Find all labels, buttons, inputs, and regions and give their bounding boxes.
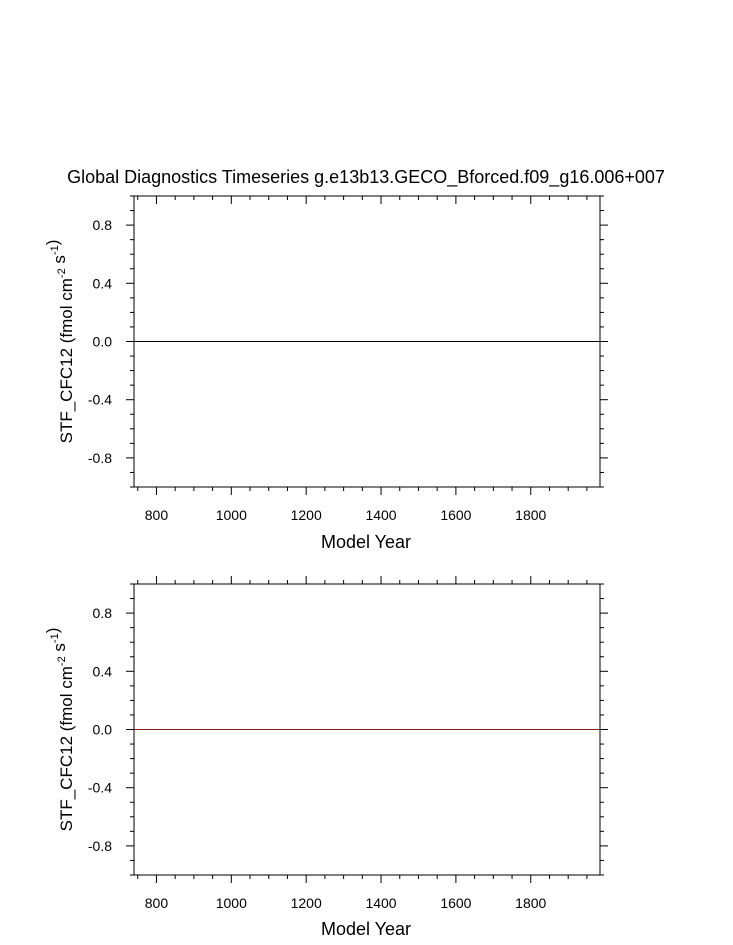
x-tick-label: 1200: [291, 507, 322, 523]
y-axis-label-part: s: [50, 255, 69, 268]
chart-panel-top: 800 1000 1200 1400 1600 1800 0.8 0.4 0.0 -0.4 -0.8…: [43, 195, 608, 552]
y-axis-label-part: ): [43, 628, 62, 634]
y-tick-label: -0.4: [88, 780, 112, 796]
x-tick-label: 1200: [291, 895, 322, 911]
y-axis-label-superscript: -1: [49, 633, 61, 643]
x-tick-label: 800: [145, 895, 169, 911]
x-tick-label: 800: [145, 507, 169, 523]
y-tick-label: 0.0: [93, 334, 113, 350]
x-tick-label: 1600: [440, 895, 471, 911]
y-axis-label-superscript: -2: [56, 656, 68, 666]
x-tick-label: 1400: [365, 507, 396, 523]
x-tick-label: 1000: [216, 507, 247, 523]
y-axis-label-part: STF_CFC12 (fmol cm: [57, 278, 76, 443]
y-axis-label-part: s: [50, 643, 69, 656]
y-tick-label: 0.4: [93, 275, 113, 291]
y-tick-label: -0.8: [88, 450, 112, 466]
x-tick-label: 1600: [440, 507, 471, 523]
y-axis-label-part: ): [43, 240, 62, 246]
y-axis-label: STF_CFC12 (fmol cm-2 s-1): [43, 240, 76, 444]
x-axis-label: Model Year: [321, 532, 411, 552]
y-axis-label: STF_CFC12 (fmol cm-2 s-1): [43, 628, 76, 832]
x-tick-label: 1400: [365, 895, 396, 911]
x-tick-label: 1800: [515, 895, 546, 911]
y-tick-label: 0.0: [93, 722, 113, 738]
y-tick-label: 0.8: [93, 605, 113, 621]
figure-title: Global Diagnostics Timeseries g.e13b13.G…: [67, 167, 665, 188]
x-axis-label: Model Year: [321, 919, 411, 939]
y-axis-label-superscript: -1: [49, 245, 61, 255]
x-tick-label: 1000: [216, 895, 247, 911]
x-tick-label: 1800: [515, 507, 546, 523]
y-tick-label: -0.8: [88, 838, 112, 854]
y-axis-label-part: STF_CFC12 (fmol cm: [57, 666, 76, 831]
y-tick-label: -0.4: [88, 392, 112, 408]
chart-panel-bottom: 800 1000 1200 1400 1600 1800 0.8 0.4 0.0 -0.4 -0.8…: [43, 576, 608, 939]
y-tick-label: 0.4: [93, 663, 113, 679]
y-tick-label: 0.8: [93, 217, 113, 233]
y-axis-label-superscript: -2: [56, 268, 68, 278]
